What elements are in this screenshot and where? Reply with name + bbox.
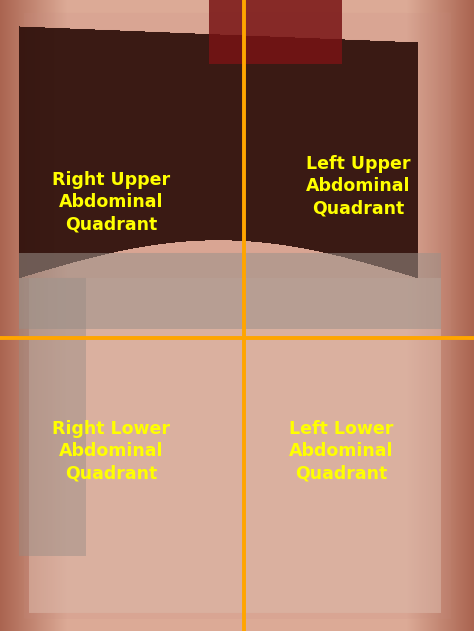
Text: Left Upper
Abdominal
Quadrant: Left Upper Abdominal Quadrant: [306, 155, 410, 217]
Text: Left Lower
Abdominal
Quadrant: Left Lower Abdominal Quadrant: [289, 420, 393, 482]
Text: Right Upper
Abdominal
Quadrant: Right Upper Abdominal Quadrant: [52, 171, 171, 233]
Text: Right Lower
Abdominal
Quadrant: Right Lower Abdominal Quadrant: [53, 420, 170, 482]
